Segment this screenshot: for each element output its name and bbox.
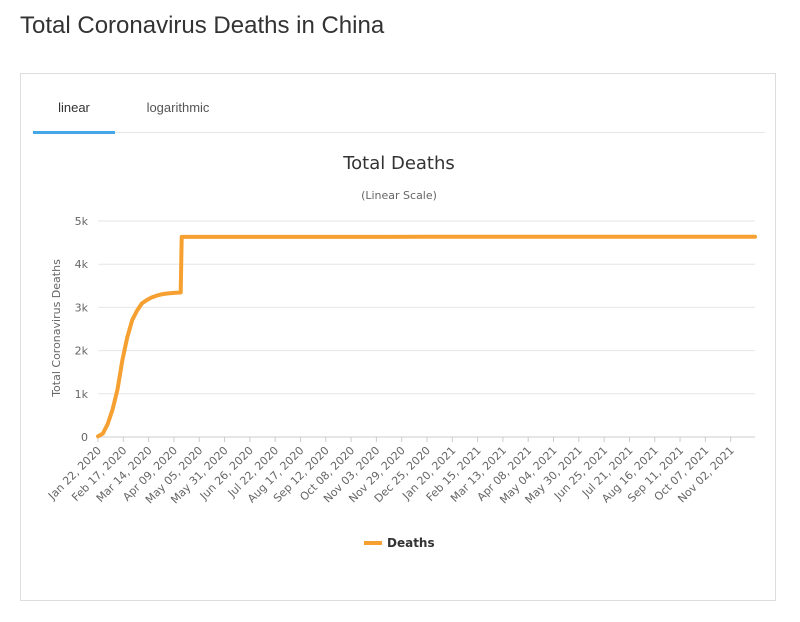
y-tick-label: 2k — [75, 345, 89, 358]
plot-area — [96, 234, 757, 439]
series-line-deaths — [96, 234, 757, 439]
y-tick-label: 3k — [75, 301, 89, 314]
legend[interactable]: Deaths — [364, 536, 435, 550]
scale-tabs: linear logarithmic — [33, 88, 765, 134]
chart-subtitle: (Linear Scale) — [361, 189, 437, 202]
tab-logarithmic[interactable]: logarithmic — [146, 100, 210, 115]
grid-lines — [98, 220, 755, 438]
y-tick-label: 4k — [75, 258, 89, 271]
tab-linear[interactable]: linear — [33, 88, 115, 134]
y-axis-title: Total Coronavirus Deaths — [50, 259, 63, 398]
y-tick-label: 0 — [81, 431, 88, 444]
chart-title: Total Deaths — [342, 153, 455, 174]
y-tick-label: 1k — [75, 388, 89, 401]
chart-card: linear logarithmic — [20, 73, 776, 601]
legend-label-deaths: Deaths — [387, 536, 435, 550]
y-tick-label: 5k — [75, 215, 89, 228]
page-title: Total Coronavirus Deaths in China — [20, 12, 385, 39]
y-axis: 0 1k 2k 3k 4k 5k — [75, 215, 89, 444]
